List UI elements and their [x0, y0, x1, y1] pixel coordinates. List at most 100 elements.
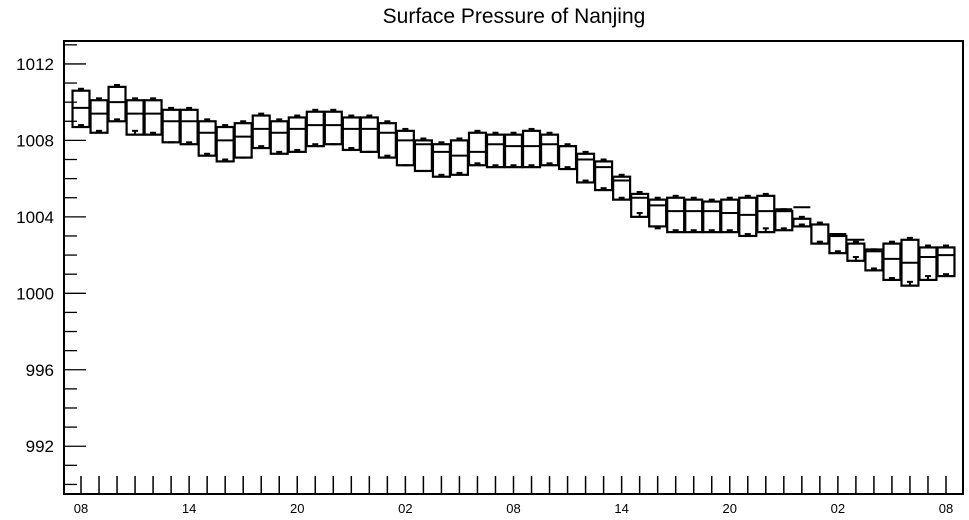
- box-item: [197, 118, 217, 157]
- box-body: [251, 114, 271, 150]
- box-item: [612, 173, 632, 201]
- box-item: [918, 244, 938, 282]
- box-body: [305, 110, 325, 148]
- box-item: [359, 114, 379, 153]
- box-item: [882, 240, 902, 282]
- box-item: [305, 108, 325, 148]
- box-body: [612, 175, 632, 201]
- box-body: [179, 108, 199, 146]
- x-tick-label: 02: [398, 501, 412, 516]
- box-item: [774, 208, 794, 232]
- box-body: [648, 198, 668, 228]
- box-item: [431, 141, 451, 178]
- box-item: [539, 131, 560, 167]
- box-series: [71, 83, 956, 287]
- box-item: [503, 131, 524, 169]
- box-item: [323, 108, 343, 146]
- box-body: [702, 200, 722, 234]
- y-tick-label: 1000: [16, 284, 54, 303]
- box-item: [810, 221, 830, 245]
- box-item: [413, 137, 433, 173]
- box-item: [666, 194, 686, 234]
- box-item: [107, 83, 127, 123]
- box-item: [720, 196, 740, 234]
- box-body: [557, 145, 578, 171]
- box-item: [269, 118, 289, 155]
- box-item: [864, 248, 884, 272]
- box-item: [179, 106, 199, 146]
- x-tick-label: 14: [614, 501, 628, 516]
- box-body: [485, 133, 506, 169]
- plot-frame: [63, 40, 964, 495]
- box-body: [431, 143, 451, 178]
- box-body: [792, 217, 812, 228]
- box-item: [738, 194, 758, 238]
- box-body: [467, 131, 488, 167]
- box-body: [576, 152, 596, 184]
- box-body: [359, 116, 379, 153]
- box-item: [233, 120, 253, 159]
- box-item: [900, 236, 920, 287]
- box-item: [630, 191, 650, 218]
- box-item: [828, 233, 848, 255]
- box-item: [936, 244, 956, 278]
- x-axis: 08 14 20 02 08 14 20 02 08: [74, 476, 953, 516]
- box-body: [720, 198, 740, 234]
- box-body: [503, 133, 524, 169]
- y-axis: 992 996 1000 1004 1008 1012: [16, 44, 86, 486]
- box-body: [233, 122, 253, 159]
- box-body: [377, 122, 397, 159]
- box-body: [215, 125, 235, 163]
- box-body: [936, 246, 956, 278]
- box-item: [215, 124, 235, 163]
- box-body: [539, 133, 560, 167]
- box-body: [756, 194, 776, 234]
- box-body: [287, 116, 307, 153]
- box-item: [143, 97, 163, 136]
- box-item: [467, 129, 488, 167]
- box-item: [377, 120, 397, 159]
- box-body: [161, 108, 181, 144]
- box-item: [684, 196, 704, 234]
- box-item: [89, 97, 109, 134]
- box-body: [521, 129, 542, 169]
- y-tick-label: 1004: [16, 208, 54, 227]
- x-tick-label: 08: [506, 501, 520, 516]
- box-body: [197, 120, 217, 157]
- box-body: [738, 196, 758, 238]
- box-body: [107, 85, 127, 123]
- y-tick-label: 1008: [16, 131, 54, 150]
- box-item: [702, 198, 722, 234]
- y-tick-label: 992: [26, 437, 54, 456]
- box-item: [341, 114, 361, 152]
- box-item: [792, 206, 812, 228]
- chart-title: Surface Pressure of Nanjing: [383, 5, 646, 28]
- box-body: [323, 110, 343, 146]
- box-item: [594, 158, 614, 192]
- box-item: [648, 196, 668, 230]
- x-tick-label: 20: [290, 501, 304, 516]
- box-item: [521, 127, 542, 169]
- box-item: [395, 127, 415, 167]
- box-body: [918, 246, 938, 282]
- box-item: [125, 97, 145, 136]
- box-item: [557, 143, 578, 171]
- box-body: [684, 198, 704, 234]
- box-item: [846, 238, 866, 262]
- box-body: [89, 99, 109, 134]
- box-item: [756, 192, 776, 234]
- box-item: [287, 114, 307, 153]
- box-body: [666, 196, 686, 234]
- x-tick-label: 14: [182, 501, 196, 516]
- y-tick-label: 996: [26, 361, 54, 380]
- y-tick-label: 1012: [16, 55, 54, 74]
- box-item: [251, 112, 271, 150]
- box-body: [449, 139, 470, 176]
- box-body: [269, 120, 289, 155]
- box-body: [341, 116, 361, 152]
- box-item: [449, 137, 470, 176]
- box-item: [161, 106, 181, 144]
- box-item: [485, 131, 506, 169]
- box-body: [882, 242, 902, 282]
